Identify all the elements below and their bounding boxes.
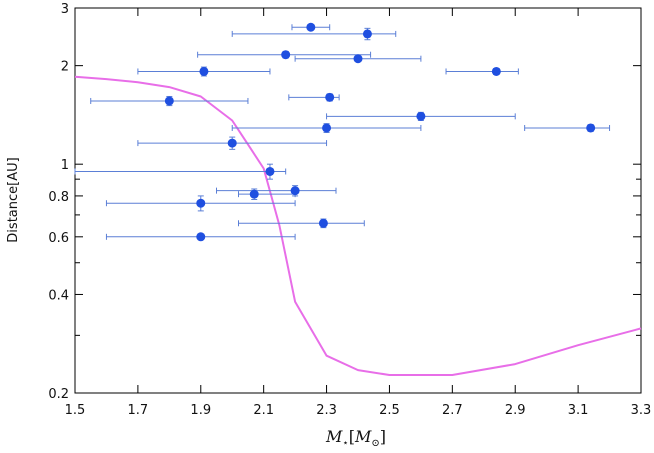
y-tick-label: 0.8	[48, 190, 69, 205]
boundary-curve-layer	[74, 75, 642, 376]
data-point	[290, 186, 300, 196]
errorbar	[445, 68, 519, 75]
x-axis-title: M⋆[M⊙]	[325, 427, 386, 449]
x-axis-title-bracket-open: [	[349, 427, 355, 446]
data-point	[586, 123, 596, 133]
x-tick-label: 2.3	[316, 403, 337, 418]
y-tick-label: 2	[61, 60, 69, 75]
data-point	[281, 50, 291, 60]
errorbar	[74, 163, 287, 180]
x-axis-title-main: M	[325, 427, 343, 446]
x-axis-title-unit-sub: ⊙	[371, 438, 379, 449]
x-tick-label: 3.1	[568, 403, 589, 418]
errorbar-layer	[74, 24, 611, 240]
x-tick-label: 2.5	[379, 403, 400, 418]
y-tick-label: 0.6	[48, 231, 69, 246]
boundary-curve	[74, 75, 642, 376]
data-point	[196, 232, 206, 242]
x-tick-label: 2.7	[442, 403, 463, 418]
x-tick-label: 3.3	[631, 403, 652, 418]
x-axis-title-sub: ⋆	[342, 438, 348, 449]
y-tick-label: 1	[61, 158, 69, 173]
x-axis-title-unit: M	[354, 427, 372, 446]
x-tick-label: 1.7	[128, 403, 149, 418]
y-axis: 0.2 0.4 0.6 0.8 1 2 3	[48, 2, 641, 402]
x-tick-label: 1.9	[190, 403, 211, 418]
data-point	[416, 111, 426, 121]
plot-frame	[74, 7, 642, 394]
data-point	[491, 66, 501, 76]
data-point	[325, 92, 335, 102]
data-point	[322, 123, 332, 133]
errorbar	[524, 124, 611, 132]
y-axis-title: Distance[AU]	[6, 157, 21, 242]
data-point	[164, 96, 174, 106]
data-point	[362, 29, 372, 39]
y-tick-label: 3	[61, 2, 69, 17]
data-point	[318, 218, 328, 228]
data-point	[199, 66, 209, 76]
errorbar	[238, 218, 365, 229]
x-tick-label: 2.9	[505, 403, 526, 418]
x-axis: 1.5 1.7 1.9 2.1 2.3 2.5 2.7 2.9 3.1 3.3	[65, 8, 652, 418]
x-tick-label: 1.5	[65, 403, 86, 418]
data-point	[227, 138, 237, 148]
y-tick-label: 0.2	[48, 387, 69, 402]
data-point	[265, 166, 275, 176]
point-layer	[164, 22, 596, 242]
x-tick-label: 2.1	[253, 403, 274, 418]
x-axis-title-bracket-close: ]	[380, 427, 386, 446]
y-tick-label: 0.4	[48, 288, 69, 303]
data-point	[249, 189, 259, 199]
data-point	[353, 54, 363, 64]
data-point	[196, 198, 206, 208]
data-point	[306, 22, 316, 32]
